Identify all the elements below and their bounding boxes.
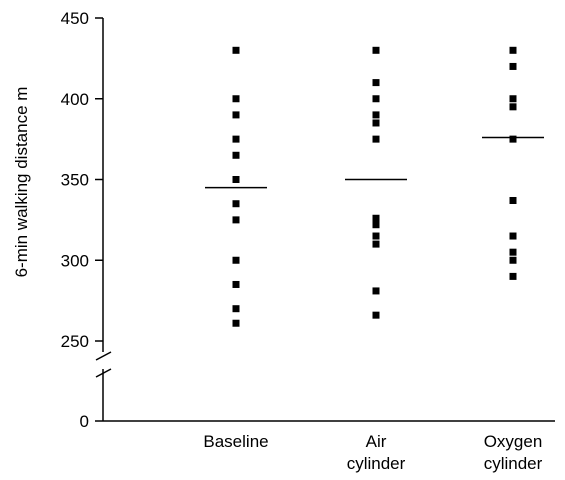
y-axis-title: 6-min walking distance m (12, 87, 31, 278)
data-point (372, 287, 380, 295)
data-point (232, 135, 240, 143)
y-tick-label: 450 (61, 9, 89, 28)
data-point (372, 79, 380, 87)
data-point (509, 196, 517, 204)
data-point (232, 46, 240, 54)
data-point (372, 214, 380, 222)
data-point (509, 248, 517, 256)
data-point (232, 95, 240, 103)
data-point (232, 319, 240, 327)
data-point (232, 200, 240, 208)
y-tick-label: 350 (61, 171, 89, 190)
axis-break-mark-upper (95, 351, 112, 361)
data-point (232, 305, 240, 313)
category-labels: Baseline Air cylinder Oxygen cylinder (203, 432, 542, 473)
data-point (509, 95, 517, 103)
data-point (372, 221, 380, 229)
data-point (509, 62, 517, 70)
category-label: Air (366, 432, 387, 451)
data-point (232, 111, 240, 119)
y-tick-label: 400 (61, 90, 89, 109)
data-point (372, 232, 380, 240)
data-point (232, 216, 240, 224)
data-point (232, 176, 240, 183)
data-point (232, 280, 240, 288)
y-ticks: 450 400 350 300 250 (61, 9, 103, 351)
data-point (372, 95, 380, 103)
data-point (509, 135, 517, 143)
data-point (232, 256, 240, 264)
data-point (509, 103, 517, 111)
data-point (509, 46, 517, 54)
data-point (509, 256, 517, 264)
y-tick-label: 250 (61, 332, 89, 351)
data-point (372, 119, 380, 127)
data-point (372, 46, 380, 54)
category-label: cylinder (484, 454, 543, 473)
y-zero-tick-label: 0 (80, 412, 89, 431)
category-label: Baseline (203, 432, 268, 451)
data-point (372, 311, 380, 319)
y-tick-label: 300 (61, 251, 89, 270)
data-point (232, 151, 240, 159)
axis-break-mark-lower (95, 368, 112, 378)
data-point (509, 272, 517, 280)
data-point (372, 240, 380, 248)
data-point (509, 232, 517, 240)
data-point (372, 135, 380, 143)
axes: 0 (80, 18, 555, 431)
data-point (372, 111, 380, 119)
category-label: Oxygen (484, 432, 543, 451)
category-label: cylinder (347, 454, 406, 473)
data-points (205, 46, 544, 327)
